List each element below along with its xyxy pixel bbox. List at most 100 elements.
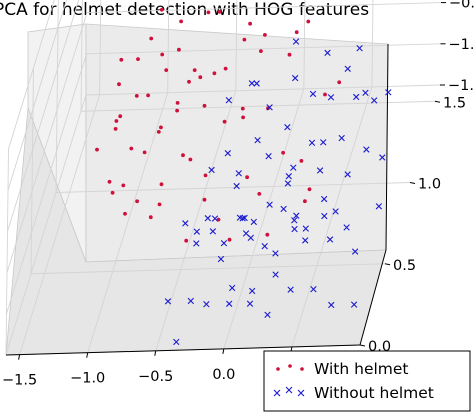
- without-helmet-point: [233, 182, 240, 190]
- x-tick-label: −0.5: [138, 369, 173, 385]
- with-helmet-point: [142, 150, 147, 155]
- with-helmet-point: [241, 115, 246, 120]
- without-helmet-point: [173, 338, 180, 346]
- without-helmet-point: [320, 139, 327, 146]
- without-helmet-point: [209, 228, 217, 235]
- with-helmet-point: [159, 125, 163, 130]
- with-helmet-point: [198, 75, 203, 80]
- with-helmet-point: [212, 71, 217, 76]
- y-tick-label: 0.5: [393, 258, 416, 274]
- without-helmet-point: [284, 124, 291, 131]
- with-helmet-point: [203, 173, 208, 178]
- x-tick-label: 0.0: [212, 367, 235, 383]
- with-helmet-point: [146, 93, 151, 98]
- without-helmet-point: [224, 150, 232, 157]
- without-helmet-point: [266, 104, 273, 111]
- without-helmet-point: [328, 301, 335, 309]
- without-helmet-point: [326, 236, 334, 243]
- without-helmet-point: [246, 300, 254, 307]
- without-helmet-point: [220, 240, 228, 247]
- without-helmet-point: [254, 137, 261, 144]
- with-helmet-point: [323, 92, 327, 97]
- with-helmet-point: [259, 49, 263, 53]
- without-helmet-point: [321, 212, 328, 220]
- legend-box: [263, 350, 471, 412]
- without-helmet-point: [316, 167, 324, 174]
- z-axis-ticks: 1.00.50.0−0.5−1.0−1.5: [440, 0, 474, 94]
- with-helmet-point: [135, 199, 140, 204]
- without-helmet-point: [208, 166, 215, 174]
- with-helmet-point: [287, 52, 292, 57]
- legend-label-with-helmet: With helmet: [314, 360, 409, 378]
- with-helmet-point: [113, 126, 118, 131]
- with-helmet-point: [157, 202, 162, 207]
- with-helmet-point: [337, 80, 342, 85]
- without-helmet-point: [356, 45, 363, 52]
- without-helmet-point: [370, 97, 378, 104]
- without-helmet-point: [385, 89, 392, 96]
- z-tick-label: −0.5: [449, 0, 474, 12]
- without-helmet-point: [309, 90, 317, 98]
- without-helmet-point: [293, 212, 300, 219]
- without-helmet-point: [285, 173, 292, 180]
- with-helmet-point: [118, 114, 123, 119]
- without-helmet-point: [226, 300, 233, 307]
- with-helmet-point: [117, 82, 121, 87]
- without-helmet-point: [291, 74, 299, 82]
- with-helmet-point: [148, 215, 153, 220]
- without-helmet-point: [302, 237, 309, 244]
- with-helmet-point: [159, 182, 164, 187]
- with-helmet-point: [181, 153, 185, 158]
- without-helmet-point: [248, 287, 256, 295]
- without-helmet-point: [291, 225, 298, 233]
- with-helmet-point: [227, 237, 232, 242]
- with-helmet-point: [248, 21, 253, 26]
- legend-label-without-helmet: Without helmet: [314, 384, 434, 402]
- legend-marker-without-helmet: [273, 386, 305, 397]
- without-helmet-point: [203, 301, 210, 308]
- without-helmet-point: [351, 248, 359, 255]
- with-helmet-point: [303, 199, 307, 204]
- with-helmet-point: [188, 157, 193, 162]
- with-helmet-point: [134, 94, 139, 98]
- legend-marker-with-helmet: [276, 364, 304, 371]
- with-helmet-point: [179, 19, 184, 24]
- with-helmet-point: [95, 147, 99, 152]
- with-helmet-point: [281, 150, 285, 155]
- with-helmet-point: [299, 159, 304, 163]
- legend: With helmet Without helmet: [263, 350, 471, 412]
- with-helmet-point: [192, 68, 197, 72]
- with-helmet-point: [294, 30, 299, 35]
- without-helmet-point: [308, 139, 316, 146]
- with-helmet-point: [123, 211, 127, 216]
- axes-3d: [5, 0, 442, 356]
- without-helmet-point: [363, 146, 370, 153]
- without-helmet-point: [344, 65, 351, 72]
- without-helmet-point: [291, 217, 298, 224]
- with-helmet-point: [184, 238, 189, 243]
- with-helmet-point: [222, 119, 227, 124]
- without-helmet-point: [261, 243, 268, 250]
- x-tick-label: −1.0: [70, 371, 105, 387]
- without-helmet-point: [211, 215, 219, 222]
- with-helmet-point: [159, 7, 164, 12]
- with-helmet-point: [240, 106, 245, 111]
- with-helmet-point: [257, 192, 262, 196]
- without-helmet-point: [280, 205, 287, 213]
- without-helmet-point: [193, 228, 201, 235]
- without-helmet-point: [362, 89, 369, 96]
- without-helmet-point: [241, 214, 248, 222]
- without-helmet-point: [164, 298, 172, 305]
- grid-lines: [5, 0, 442, 356]
- with-helmet-point: [160, 52, 165, 57]
- without-helmet-point: [204, 215, 212, 222]
- with-helmet-point: [175, 108, 180, 113]
- without-helmet-point: [302, 225, 309, 232]
- with-helmet-point: [175, 101, 180, 105]
- without-helmet-point: [320, 195, 328, 203]
- without-helmet-point: [332, 208, 339, 215]
- y-tick-label: 1.0: [418, 177, 441, 193]
- with-helmet-point: [121, 183, 126, 188]
- without-helmet-point: [193, 240, 200, 247]
